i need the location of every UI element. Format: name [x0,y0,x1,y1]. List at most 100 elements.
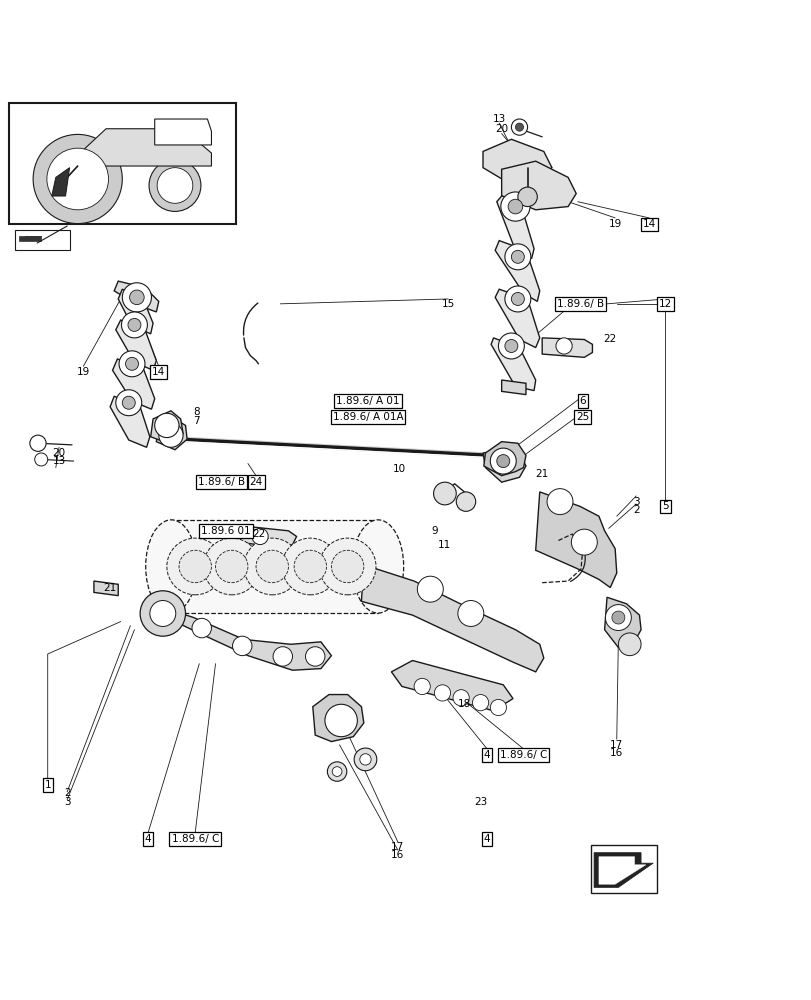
Text: 3: 3 [632,497,639,507]
Text: 21: 21 [103,583,117,593]
Bar [590,845,656,893]
Polygon shape [491,338,535,391]
Polygon shape [535,492,616,588]
Polygon shape [483,139,551,180]
Circle shape [155,413,178,438]
Text: 16: 16 [609,748,623,758]
Text: 1.89.6/ C: 1.89.6/ C [500,750,547,760]
Text: 21: 21 [535,469,548,479]
Text: 20: 20 [53,448,66,458]
Circle shape [30,435,46,451]
Circle shape [281,538,338,595]
Text: 18: 18 [457,699,470,709]
Polygon shape [483,442,526,476]
Polygon shape [118,289,153,334]
Circle shape [611,611,624,624]
Text: 8: 8 [193,407,200,417]
Circle shape [159,423,182,447]
Circle shape [490,699,506,716]
Circle shape [605,605,631,631]
Text: 4: 4 [144,834,152,844]
Circle shape [178,550,211,583]
Circle shape [504,244,530,270]
Text: 4: 4 [483,834,490,844]
Circle shape [453,690,469,706]
Circle shape [122,396,135,409]
Polygon shape [155,119,211,145]
Polygon shape [594,853,652,887]
Polygon shape [501,380,526,395]
Polygon shape [495,241,539,301]
Polygon shape [82,129,211,166]
Text: 2: 2 [64,788,71,798]
Polygon shape [361,565,543,672]
Circle shape [294,550,326,583]
Circle shape [305,647,324,666]
Polygon shape [94,581,118,596]
Circle shape [255,550,288,583]
Circle shape [500,192,530,221]
Text: 17: 17 [609,740,623,750]
Text: 17: 17 [391,842,404,852]
Polygon shape [312,695,363,742]
Text: 15: 15 [441,299,454,309]
Text: 1.89.6/ C: 1.89.6/ C [171,834,219,844]
Circle shape [511,119,527,135]
Text: 5: 5 [661,501,668,511]
Circle shape [272,647,292,666]
Circle shape [417,576,443,602]
Bar [9,103,235,224]
Circle shape [490,448,516,474]
Circle shape [232,636,251,656]
Circle shape [504,339,517,352]
Polygon shape [52,168,70,196]
Circle shape [571,529,597,555]
Text: 11: 11 [438,540,451,550]
Text: 4: 4 [483,750,490,760]
Text: 22: 22 [603,334,616,344]
Bar [15,230,71,250]
Circle shape [517,187,537,207]
Circle shape [119,351,145,377]
Text: 7: 7 [193,416,200,426]
Circle shape [251,528,268,545]
Polygon shape [391,661,513,711]
Polygon shape [116,320,157,370]
Text: 20: 20 [495,124,508,134]
Polygon shape [239,526,296,549]
Text: 23: 23 [474,797,487,807]
Circle shape [556,338,572,354]
Circle shape [215,550,247,583]
Circle shape [496,455,509,468]
Text: 13: 13 [492,114,505,124]
Polygon shape [495,289,539,348]
Text: 14: 14 [642,219,655,229]
Polygon shape [19,236,41,241]
Text: 24: 24 [249,477,262,487]
Text: 2: 2 [632,505,639,515]
Polygon shape [599,857,645,884]
Circle shape [191,618,211,638]
Text: 13: 13 [53,456,66,466]
Ellipse shape [145,520,197,613]
Circle shape [116,390,142,416]
Text: 1: 1 [45,780,51,790]
Circle shape [167,538,223,595]
Text: 22: 22 [251,529,264,539]
Polygon shape [604,597,641,648]
Circle shape [331,550,363,583]
Polygon shape [113,359,155,409]
Circle shape [150,601,175,626]
Text: 12: 12 [658,299,672,309]
Polygon shape [496,196,534,258]
Circle shape [508,199,522,214]
Circle shape [332,767,341,776]
Circle shape [126,357,139,370]
Text: 6: 6 [579,396,586,406]
Text: 19: 19 [77,367,90,377]
Polygon shape [483,450,526,482]
Circle shape [130,290,144,305]
Text: 10: 10 [393,464,406,474]
Circle shape [433,482,456,505]
Text: 9: 9 [431,526,437,536]
